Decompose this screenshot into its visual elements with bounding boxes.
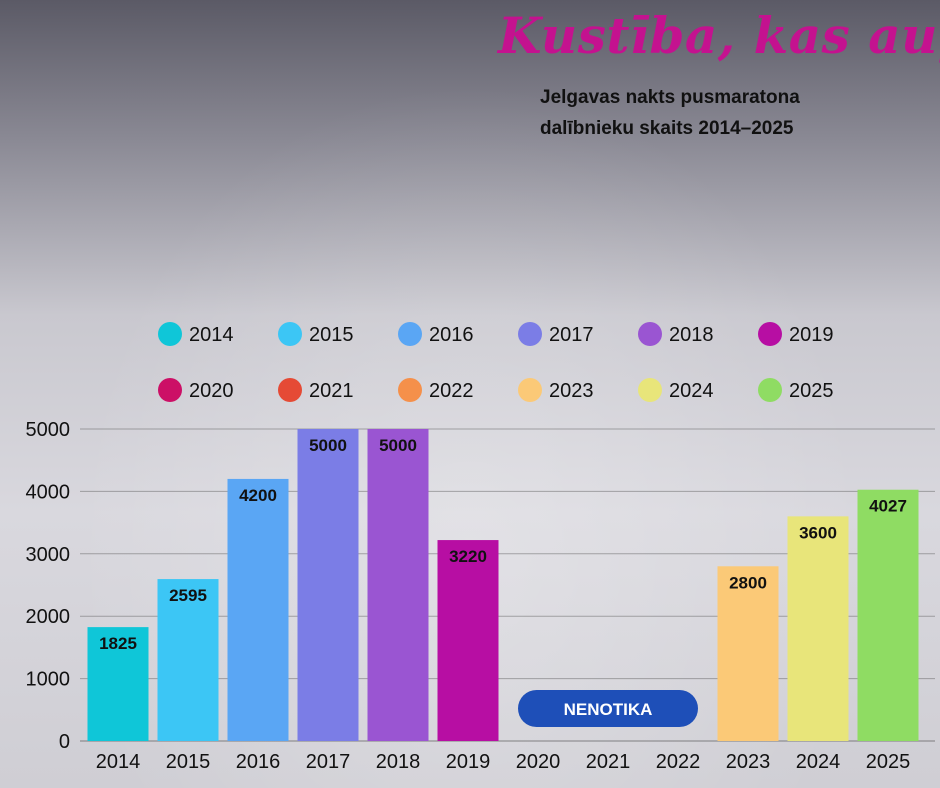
annotation-label: NENOTIKA bbox=[564, 700, 653, 719]
data-label: 4027 bbox=[869, 497, 907, 516]
bar bbox=[787, 516, 849, 741]
data-label: 2800 bbox=[729, 573, 767, 592]
x-tick-label: 2021 bbox=[586, 751, 631, 773]
data-label: 5000 bbox=[309, 436, 347, 455]
bar bbox=[157, 579, 219, 741]
bar bbox=[717, 566, 779, 741]
data-label: 1825 bbox=[99, 634, 137, 653]
legend-swatch bbox=[518, 378, 542, 402]
y-tick-label: 4000 bbox=[26, 481, 71, 503]
y-tick-label: 0 bbox=[59, 731, 70, 753]
legend-label: 2015 bbox=[309, 324, 354, 346]
x-tick-label: 2015 bbox=[166, 751, 211, 773]
data-label: 5000 bbox=[379, 436, 417, 455]
y-tick-label: 5000 bbox=[26, 419, 71, 441]
bar bbox=[437, 540, 499, 741]
subtitle: Jelgavas nakts pusmaratona dalībnieku sk… bbox=[540, 82, 886, 144]
legend-swatch bbox=[518, 322, 542, 346]
bar bbox=[227, 478, 289, 741]
legend-label: 2025 bbox=[789, 380, 834, 402]
legend-label: 2024 bbox=[669, 380, 714, 402]
y-tick-label: 3000 bbox=[26, 544, 71, 566]
legend-swatch bbox=[638, 378, 662, 402]
legend-label: 2020 bbox=[189, 380, 234, 402]
bar bbox=[297, 429, 359, 741]
legend-swatch bbox=[398, 322, 422, 346]
legend-swatch bbox=[278, 322, 302, 346]
legend-swatch bbox=[398, 378, 422, 402]
x-tick-label: 2022 bbox=[656, 751, 701, 773]
bar bbox=[857, 489, 919, 741]
data-label: 2595 bbox=[169, 586, 207, 605]
legend-label: 2014 bbox=[189, 324, 234, 346]
x-tick-label: 2019 bbox=[446, 751, 491, 773]
legend-label: 2021 bbox=[309, 380, 354, 402]
legend-swatch bbox=[638, 322, 662, 346]
bar bbox=[367, 429, 429, 741]
x-tick-label: 2016 bbox=[236, 751, 281, 773]
legend-label: 2022 bbox=[429, 380, 474, 402]
data-label: 3220 bbox=[449, 547, 487, 566]
legend-label: 2018 bbox=[669, 324, 714, 346]
y-tick-label: 2000 bbox=[26, 606, 71, 628]
legend-swatch bbox=[158, 378, 182, 402]
legend-swatch bbox=[758, 378, 782, 402]
data-label: 4200 bbox=[239, 486, 277, 505]
headline: Kustība, kas aug bbox=[498, 6, 940, 65]
legend-label: 2019 bbox=[789, 324, 834, 346]
legend-swatch bbox=[758, 322, 782, 346]
bar bbox=[87, 627, 149, 741]
x-tick-label: 2017 bbox=[306, 751, 351, 773]
legend-label: 2016 bbox=[429, 324, 474, 346]
legend-label: 2017 bbox=[549, 324, 594, 346]
subtitle-line-2: dalībnieku skaits 2014–2025 bbox=[540, 118, 794, 139]
x-tick-label: 2025 bbox=[866, 751, 911, 773]
x-tick-label: 2014 bbox=[96, 751, 141, 773]
data-label: 3600 bbox=[799, 523, 837, 542]
x-tick-label: 2024 bbox=[796, 751, 841, 773]
x-tick-label: 2023 bbox=[726, 751, 771, 773]
y-tick-label: 1000 bbox=[26, 669, 71, 691]
legend-label: 2023 bbox=[549, 380, 594, 402]
subtitle-line-1: Jelgavas nakts pusmaratona bbox=[540, 87, 800, 108]
x-tick-label: 2018 bbox=[376, 751, 421, 773]
x-tick-label: 2020 bbox=[516, 751, 561, 773]
legend-swatch bbox=[158, 322, 182, 346]
annotation-pill bbox=[518, 690, 698, 727]
legend-swatch bbox=[278, 378, 302, 402]
